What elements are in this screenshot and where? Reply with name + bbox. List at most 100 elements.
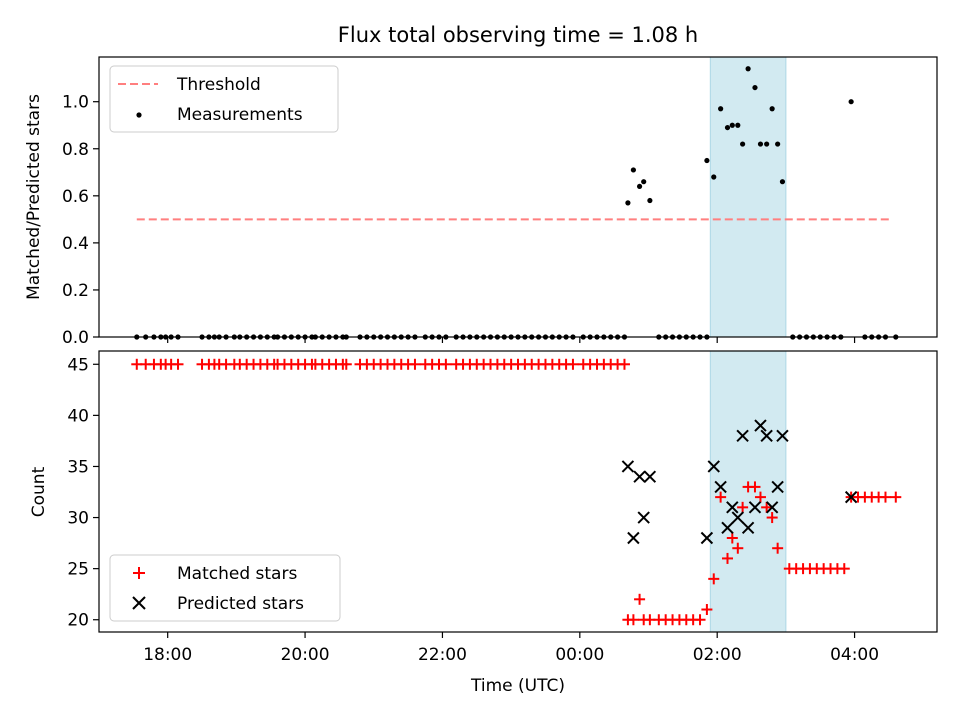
- matched-star-point: [701, 604, 713, 616]
- measurement-point: [647, 197, 653, 204]
- top-y-tick-label: 0.0: [62, 328, 89, 348]
- matched-star-point: [694, 614, 706, 626]
- bottom-axes-frame: [98, 350, 938, 633]
- matched-star-point: [715, 491, 727, 503]
- measurement-point: [729, 122, 735, 128]
- measurement-point: [636, 183, 643, 190]
- x-axis-label: Time (UTC): [470, 676, 565, 696]
- matched-star-point: [708, 573, 720, 585]
- matched-star-point: [749, 481, 761, 493]
- matched-star-point: [340, 358, 352, 370]
- matched-star-point: [172, 358, 184, 370]
- x-tick-label: 20:00: [281, 645, 330, 665]
- bottom-y-tick-label: 35: [67, 457, 89, 477]
- bottom-y-axis-label: Count: [29, 466, 49, 517]
- x-tick-label: 02:00: [693, 645, 742, 665]
- bottom-y-tick-label: 25: [67, 560, 89, 580]
- predicted-star-point: [748, 501, 762, 514]
- bottom-legend: Matched stars Predicted stars: [109, 554, 341, 622]
- legend-measurements-swatch: [136, 112, 142, 118]
- predicted-star-point: [621, 460, 635, 473]
- measurement-point: [735, 122, 741, 128]
- matched-star-point: [838, 563, 850, 575]
- bottom-y-axis: 20 25 30 35 40 45: [67, 355, 99, 631]
- legend-threshold-label: Threshold: [176, 75, 261, 95]
- measurement-point: [775, 141, 781, 147]
- top-y-axis-label: Matched/Predicted stars: [24, 94, 44, 300]
- matched-star-point: [726, 532, 738, 544]
- predicted-star-point: [765, 501, 779, 514]
- measurement-point: [745, 66, 751, 72]
- legend-predicted-swatch: [132, 596, 146, 610]
- predicted-star-point: [771, 480, 784, 494]
- x-tick-label: 04:00: [830, 645, 879, 665]
- matched-star-point: [567, 358, 579, 370]
- predicted-star-point: [760, 429, 773, 443]
- predicted-star-point: [844, 490, 858, 504]
- x-tick-label: 18:00: [143, 645, 192, 665]
- top-x-ticks: [167, 337, 856, 343]
- bottom-y-tick-label: 40: [67, 406, 89, 426]
- legend-matched-label: Matched stars: [177, 564, 297, 584]
- predicted-star-point: [707, 460, 720, 473]
- matched-star-point: [737, 501, 749, 513]
- matched-star-point: [890, 491, 902, 503]
- matched-star-point: [618, 358, 630, 370]
- matched-star-point: [634, 593, 646, 605]
- matched-star-point: [772, 542, 784, 554]
- top-y-tick-label: 0.6: [62, 187, 89, 207]
- top-axes-frame: [98, 56, 938, 338]
- predicted-star-point: [776, 429, 789, 443]
- predicted-star-point: [700, 531, 714, 545]
- measurement-point: [724, 124, 731, 131]
- measurement-point: [704, 157, 710, 164]
- measurement-point: [711, 174, 717, 180]
- measurement-point: [718, 106, 724, 112]
- top-highlight-span: [709, 56, 787, 338]
- predicted-star-point: [736, 429, 749, 443]
- x-tick-label: 00:00: [555, 645, 604, 665]
- top-y-tick-label: 0.2: [62, 281, 89, 301]
- top-y-axis: 0.0 0.2 0.4 0.6 0.8 1.0: [62, 93, 99, 348]
- chart-title: Flux total observing time = 1.08 h: [338, 23, 698, 47]
- measurement-point: [848, 99, 854, 105]
- predicted-star-point: [627, 531, 640, 545]
- bottom-legend-box: [109, 554, 341, 622]
- measurement-point: [740, 141, 746, 147]
- predicted-star-point: [633, 470, 646, 483]
- bottom-panel: 20 25 30 35 40 45 18:00 20:00 22:00 00:00 02:00 04…: [29, 350, 938, 696]
- predicted-star-point: [726, 501, 739, 514]
- predicted-star-point: [731, 511, 745, 524]
- matched-star-point: [440, 358, 452, 370]
- predicted-star-point: [754, 419, 767, 432]
- matched-star-point: [766, 512, 778, 524]
- measurement-point: [752, 84, 758, 91]
- predicted-star-point: [741, 521, 755, 534]
- predicted-star-point: [721, 521, 734, 534]
- measurement-point: [769, 106, 775, 112]
- measurement-point: [779, 179, 786, 185]
- bottom-x-axis: 18:00 20:00 22:00 00:00 02:00 04:00: [143, 632, 879, 665]
- matched-star-point: [754, 491, 766, 503]
- matched-stars-layer: [131, 358, 902, 626]
- bottom-y-tick-label: 20: [67, 611, 89, 631]
- top-legend: Threshold Measurements: [109, 65, 339, 133]
- top-y-tick-label: 1.0: [62, 93, 89, 113]
- predicted-stars-layer: [621, 419, 858, 545]
- matched-star-point: [761, 501, 773, 513]
- matched-star-point: [879, 491, 891, 503]
- matched-star-point: [722, 552, 733, 564]
- legend-measurements-label: Measurements: [177, 105, 303, 125]
- legend-predicted-label: Predicted stars: [177, 594, 304, 614]
- matched-star-point: [732, 542, 744, 554]
- predicted-star-point: [637, 511, 650, 524]
- top-highlight-layer: [709, 56, 787, 338]
- measurement-point: [625, 200, 631, 206]
- measurement-point: [764, 141, 770, 147]
- measurement-point: [630, 167, 636, 173]
- bottom-y-tick-label: 30: [67, 509, 89, 529]
- x-tick-label: 22:00: [418, 645, 467, 665]
- predicted-star-point: [714, 480, 727, 494]
- top-legend-box: [109, 65, 339, 133]
